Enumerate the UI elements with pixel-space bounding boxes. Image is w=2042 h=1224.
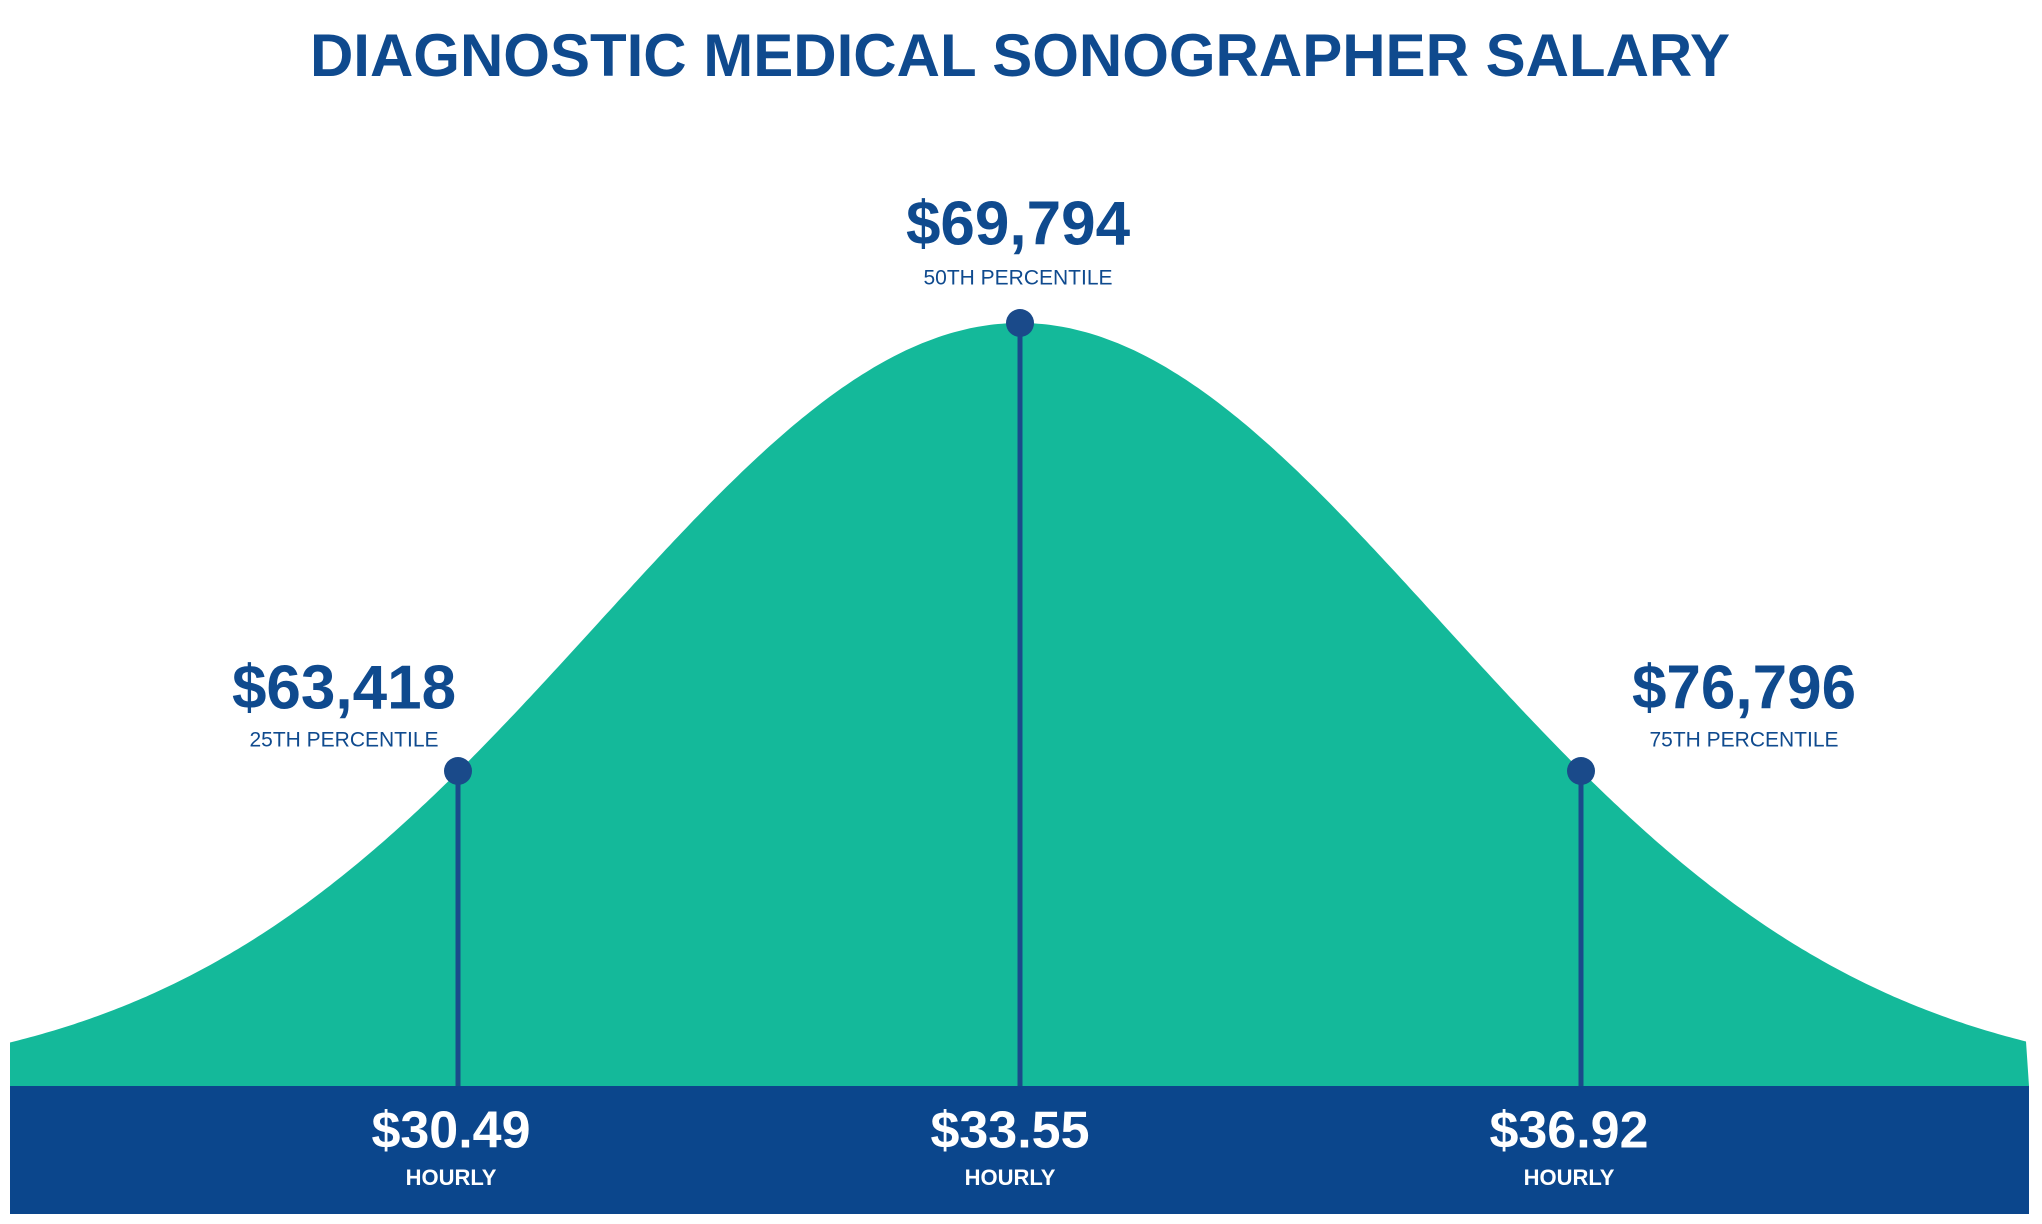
hourly-label: HOURLY	[406, 1165, 497, 1190]
annual-salary: $76,796	[1632, 653, 1856, 722]
marker-dot	[1006, 309, 1034, 337]
hourly-wage: $30.49	[371, 1102, 530, 1160]
annual-salary: $69,794	[906, 189, 1131, 258]
hourly-label: HOURLY	[1524, 1165, 1615, 1190]
hourly-wage: $33.55	[930, 1102, 1089, 1160]
hourly-band	[10, 1086, 2029, 1214]
marker-75: $76,796 75TH PERCENTILE $36.92 HOURLY	[1489, 653, 1856, 1189]
title: DIAGNOSTIC MEDICAL SONOGRAPHER SALARY	[310, 22, 1730, 89]
marker-dot	[444, 757, 472, 785]
hourly-label: HOURLY	[965, 1165, 1056, 1190]
marker-dot	[1567, 757, 1595, 785]
marker-50: $69,794 50TH PERCENTILE $33.55 HOURLY	[906, 189, 1131, 1189]
percentile-label: 25TH PERCENTILE	[249, 729, 438, 752]
hourly-wage: $36.92	[1489, 1102, 1648, 1160]
percentile-label: 75TH PERCENTILE	[1649, 729, 1838, 752]
marker-25: $63,418 25TH PERCENTILE $30.49 HOURLY	[232, 653, 531, 1189]
percentile-label: 50TH PERCENTILE	[923, 267, 1112, 290]
annual-salary: $63,418	[232, 653, 456, 722]
